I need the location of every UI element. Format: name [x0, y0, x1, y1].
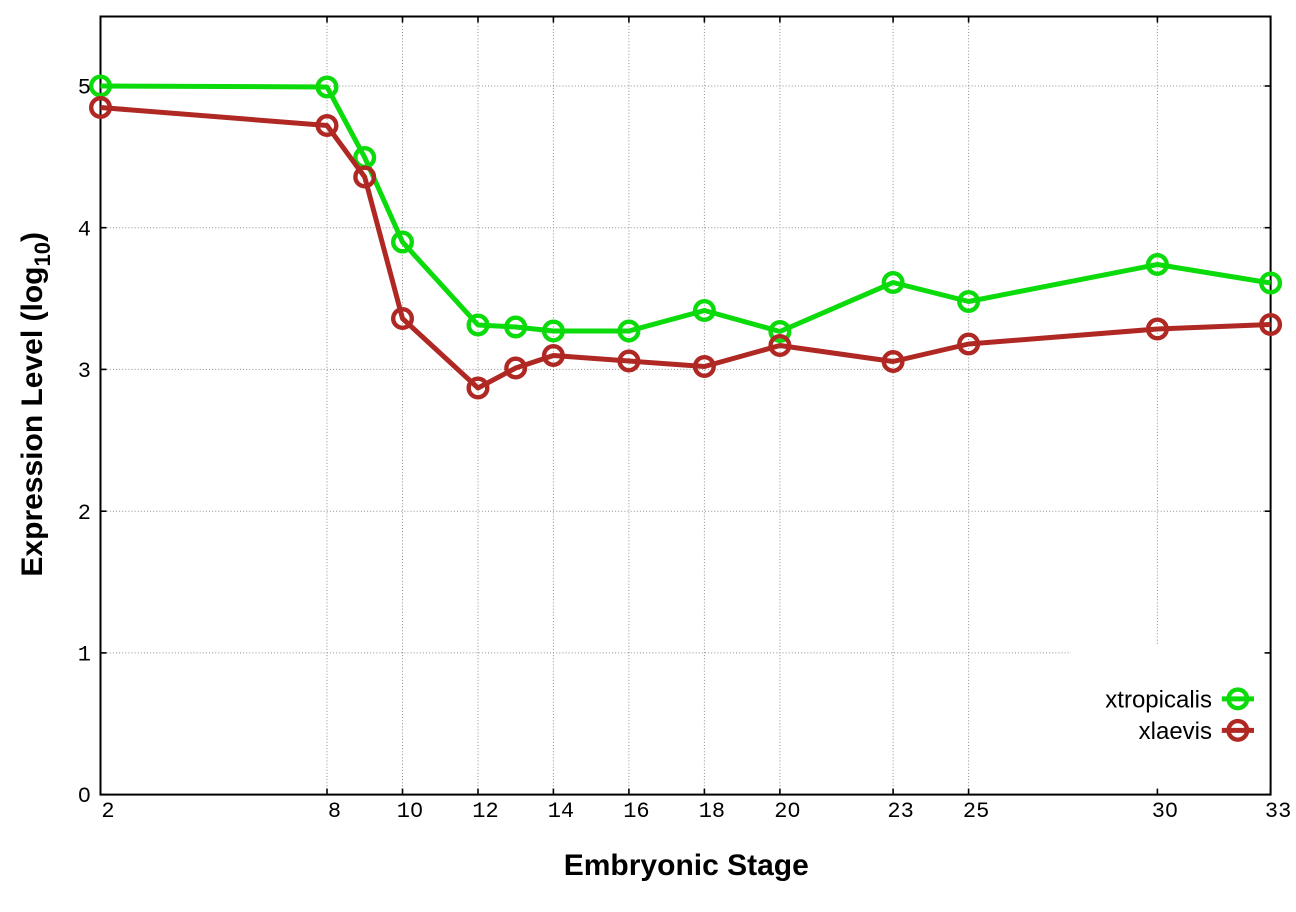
svg-text:14: 14 — [548, 799, 574, 824]
svg-text:8: 8 — [328, 799, 341, 824]
svg-text:5: 5 — [78, 76, 91, 101]
svg-text:18: 18 — [699, 799, 725, 824]
svg-text:23: 23 — [887, 799, 913, 824]
svg-text:20: 20 — [774, 799, 800, 824]
svg-text:12: 12 — [472, 799, 498, 824]
svg-text:2: 2 — [101, 799, 114, 824]
svg-text:30: 30 — [1152, 799, 1178, 824]
svg-text:16: 16 — [623, 799, 649, 824]
svg-text:2: 2 — [78, 501, 91, 526]
svg-text:1: 1 — [78, 643, 91, 668]
svg-text:25: 25 — [963, 799, 989, 824]
svg-text:Embryonic Stage: Embryonic Stage — [564, 849, 809, 882]
svg-text:3: 3 — [78, 359, 91, 384]
svg-text:33: 33 — [1265, 799, 1291, 824]
svg-text:4: 4 — [78, 217, 91, 242]
svg-text:Expression Level (log10): Expression Level (log10) — [16, 232, 55, 577]
svg-text:xtropicalis: xtropicalis — [1105, 686, 1212, 713]
svg-text:xlaevis: xlaevis — [1139, 718, 1212, 745]
svg-text:10: 10 — [397, 799, 423, 824]
